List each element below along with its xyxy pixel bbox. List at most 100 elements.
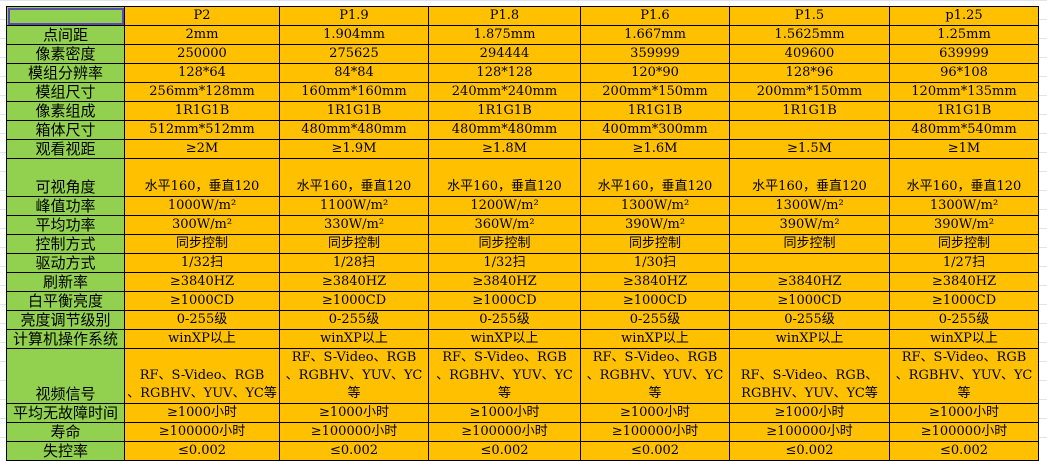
table-cell[interactable]: 330W/m² bbox=[279, 215, 429, 235]
table-cell[interactable]: 1.667mm bbox=[580, 25, 730, 45]
table-cell[interactable]: ≥1000CD bbox=[279, 291, 429, 311]
table-cell[interactable]: 390W/m² bbox=[729, 215, 890, 235]
table-cell[interactable]: 1/32扫 bbox=[428, 253, 581, 273]
table-cell[interactable]: ≥1.5M bbox=[729, 139, 890, 159]
table-cell[interactable]: ≥1000CD bbox=[729, 291, 890, 311]
table-cell[interactable]: 480mm*480mm bbox=[279, 120, 429, 140]
table-cell[interactable]: ≥1M bbox=[889, 139, 1039, 159]
table-cell[interactable]: 120mm*135mm bbox=[889, 82, 1039, 102]
table-cell[interactable]: RF、S-Video、RGB、 RGBHV、YUV、YC等 bbox=[729, 348, 890, 404]
table-cell[interactable]: 1200W/m² bbox=[428, 196, 581, 216]
table-cell[interactable]: ≥1000CD bbox=[428, 291, 581, 311]
row-label[interactable]: 计算机操作系统 bbox=[6, 329, 125, 349]
table-cell[interactable]: 1100W/m² bbox=[279, 196, 429, 216]
table-cell[interactable]: 1000W/m² bbox=[124, 196, 280, 216]
table-cell[interactable]: 1300W/m² bbox=[889, 196, 1039, 216]
table-cell[interactable]: 250000 bbox=[124, 44, 280, 64]
table-cell[interactable]: 639999 bbox=[889, 44, 1039, 64]
table-cell[interactable]: ≥100000小时 bbox=[428, 422, 581, 442]
table-cell[interactable]: ≥2M bbox=[124, 139, 280, 159]
table-cell[interactable]: 128*64 bbox=[124, 63, 280, 83]
table-cell[interactable]: RF、S-Video、RGB 、RGBHV、YUV、YC等 bbox=[580, 348, 730, 404]
table-cell[interactable]: ≥1.6M bbox=[580, 139, 730, 159]
table-cell[interactable]: 1300W/m² bbox=[580, 196, 730, 216]
table-cell[interactable]: 1.5625mm bbox=[729, 25, 890, 45]
table-cell[interactable]: ≤0.002 bbox=[279, 441, 429, 461]
table-cell[interactable]: 1R1G1B bbox=[428, 101, 581, 121]
table-cell[interactable]: ≥1000小时 bbox=[729, 403, 890, 423]
table-cell[interactable]: ≥1000小时 bbox=[889, 403, 1039, 423]
table-cell[interactable]: ≥1.9M bbox=[279, 139, 429, 159]
row-label[interactable]: 像素密度 bbox=[6, 44, 125, 64]
row-label[interactable]: 寿命 bbox=[6, 422, 125, 442]
table-cell[interactable]: RF、S-Video、RGB 、RGBHV、YUV、YC等 bbox=[279, 348, 429, 404]
table-cell[interactable]: 同步控制 bbox=[889, 234, 1039, 254]
table-cell[interactable]: 1.25mm bbox=[889, 25, 1039, 45]
table-cell[interactable]: winXP以上 bbox=[580, 329, 730, 349]
table-cell[interactable]: ≥100000小时 bbox=[580, 422, 730, 442]
table-cell[interactable]: 1.875mm bbox=[428, 25, 581, 45]
table-cell[interactable]: ≥3840HZ bbox=[428, 272, 581, 292]
table-cell[interactable]: ≤0.002 bbox=[428, 441, 581, 461]
column-header[interactable]: P1.6 bbox=[580, 6, 730, 26]
table-cell[interactable]: ≥1000CD bbox=[124, 291, 280, 311]
row-label[interactable]: 平均无故障时间 bbox=[6, 403, 125, 423]
row-label[interactable]: 失控率 bbox=[6, 441, 125, 461]
table-cell[interactable]: 360W/m² bbox=[428, 215, 581, 235]
table-cell[interactable]: ≥3840HZ bbox=[889, 272, 1039, 292]
table-cell[interactable]: 1R1G1B bbox=[124, 101, 280, 121]
table-cell[interactable]: RF、S-Video、RGB 、RGBHV、YUV、YC等 bbox=[124, 348, 280, 404]
table-cell[interactable]: 水平160，垂直120 bbox=[729, 158, 890, 197]
table-cell[interactable]: 409600 bbox=[729, 44, 890, 64]
table-cell[interactable]: winXP以上 bbox=[279, 329, 429, 349]
table-cell[interactable]: 1R1G1B bbox=[889, 101, 1039, 121]
table-cell[interactable]: 0-255级 bbox=[729, 310, 890, 330]
table-cell[interactable] bbox=[729, 253, 890, 273]
row-label[interactable]: 白平衡亮度 bbox=[6, 291, 125, 311]
row-label[interactable]: 驱动方式 bbox=[6, 253, 125, 273]
table-cell[interactable]: 1R1G1B bbox=[729, 101, 890, 121]
table-cell[interactable]: ≥100000小时 bbox=[889, 422, 1039, 442]
row-label[interactable]: 视频信号 bbox=[6, 348, 125, 404]
row-label[interactable]: 像素组成 bbox=[6, 101, 125, 121]
table-cell[interactable]: ≥1.8M bbox=[428, 139, 581, 159]
table-cell[interactable]: 84*84 bbox=[279, 63, 429, 83]
table-cell[interactable]: 300W/m² bbox=[124, 215, 280, 235]
table-cell[interactable]: 1300W/m² bbox=[729, 196, 890, 216]
table-cell[interactable]: 359999 bbox=[580, 44, 730, 64]
table-cell[interactable]: ≤0.002 bbox=[124, 441, 280, 461]
table-cell[interactable]: 同步控制 bbox=[580, 234, 730, 254]
table-cell[interactable]: 1/30扫 bbox=[580, 253, 730, 273]
table-cell[interactable]: ≥3840HZ bbox=[580, 272, 730, 292]
table-cell[interactable]: 96*108 bbox=[889, 63, 1039, 83]
column-header[interactable]: P1.5 bbox=[729, 6, 890, 26]
table-cell[interactable]: 1R1G1B bbox=[580, 101, 730, 121]
table-cell[interactable]: 同步控制 bbox=[124, 234, 280, 254]
row-label[interactable]: 模组尺寸 bbox=[6, 82, 125, 102]
table-cell[interactable]: ≥1000CD bbox=[889, 291, 1039, 311]
selected-cell[interactable] bbox=[6, 6, 125, 26]
table-cell[interactable]: 2mm bbox=[124, 25, 280, 45]
table-cell[interactable]: 0-255级 bbox=[428, 310, 581, 330]
table-cell[interactable]: 同步控制 bbox=[279, 234, 429, 254]
table-cell[interactable]: ≥1000小时 bbox=[279, 403, 429, 423]
table-cell[interactable]: ≤0.002 bbox=[889, 441, 1039, 461]
table-cell[interactable]: ≥3840HZ bbox=[124, 272, 280, 292]
row-label[interactable]: 可视角度 bbox=[6, 158, 125, 197]
table-cell[interactable]: 200mm*150mm bbox=[729, 82, 890, 102]
column-header[interactable]: P1.9 bbox=[279, 6, 429, 26]
table-cell[interactable]: ≥1000小时 bbox=[428, 403, 581, 423]
table-cell[interactable]: 水平160，垂直120 bbox=[580, 158, 730, 197]
table-cell[interactable]: ≥1000小时 bbox=[580, 403, 730, 423]
table-cell[interactable]: ≥1000CD bbox=[580, 291, 730, 311]
table-cell[interactable]: 390W/m² bbox=[580, 215, 730, 235]
table-cell[interactable]: 1/28扫 bbox=[279, 253, 429, 273]
table-cell[interactable]: 1/32扫 bbox=[124, 253, 280, 273]
table-cell[interactable]: ≤0.002 bbox=[729, 441, 890, 461]
table-cell[interactable]: 1.904mm bbox=[279, 25, 429, 45]
row-label[interactable]: 点间距 bbox=[6, 25, 125, 45]
table-cell[interactable]: 160mm*160mm bbox=[279, 82, 429, 102]
table-cell[interactable]: 480mm*540mm bbox=[889, 120, 1039, 140]
table-cell[interactable]: 480mm*480mm bbox=[428, 120, 581, 140]
table-cell[interactable]: 390W/m² bbox=[889, 215, 1039, 235]
